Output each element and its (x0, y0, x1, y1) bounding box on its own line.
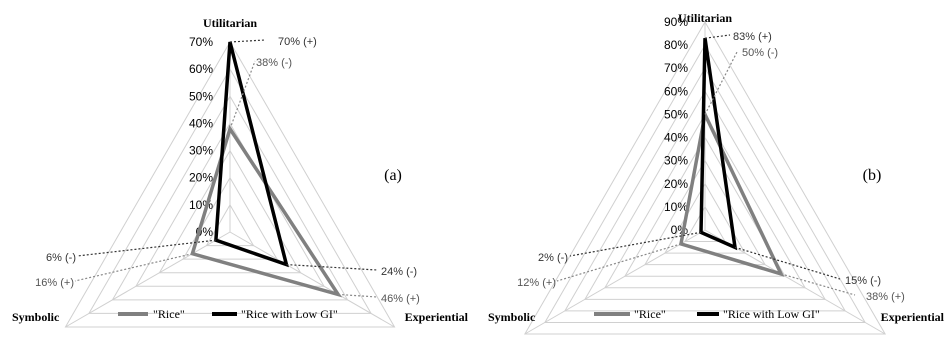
grid-ring (64, 41, 396, 328)
tick-label: 50% (664, 107, 688, 121)
axis-label-utilitarian: Utilitarian (678, 11, 732, 25)
grid-ring (158, 149, 302, 274)
axis-label-experiential: Experiential (881, 310, 945, 324)
tick-label: 40% (189, 116, 213, 130)
tick-label: 30% (664, 154, 688, 168)
legend-label-rice: "Rice" (634, 307, 666, 321)
data-annotation: 38% (-) (256, 57, 292, 69)
grid-ring (524, 21, 886, 335)
axis-spoke (229, 231, 395, 328)
grid-ring (182, 176, 278, 260)
series-rice-low-gi-polygon (699, 37, 738, 251)
axis-spoke (524, 229, 706, 335)
data-annotation: 50% (-) (742, 47, 778, 59)
data-annotation: 24% (-) (381, 266, 417, 278)
data-annotation: 2% (-) (538, 252, 568, 264)
axis-label-utilitarian: Utilitarian (203, 16, 257, 30)
series-rice-polygon (190, 124, 343, 298)
annotation-leader (704, 34, 731, 39)
grid-ring (584, 90, 826, 300)
tick-label: 50% (189, 89, 213, 103)
tick-label: 40% (664, 131, 688, 145)
legend-label-rice: "Rice" (153, 307, 185, 321)
annotation-leader (780, 273, 856, 296)
tick-label: 70% (664, 61, 688, 75)
legend-label-rice-low-gi: "Rice with Low GI" (723, 307, 820, 321)
grid-ring (604, 113, 806, 289)
tick-label: 90% (664, 15, 688, 29)
data-annotation: 38% (+) (866, 291, 905, 303)
tick-label: 60% (189, 62, 213, 76)
radar-panel-1: 0%10%20%30%40%50%60%70%UtilitarianExperi… (12, 16, 469, 328)
tick-label: 70% (189, 35, 213, 49)
data-annotation: 16% (+) (35, 277, 74, 289)
axis-label-experiential: Experiential (405, 310, 469, 324)
grid-ring (684, 205, 726, 243)
series-rice-polygon (678, 108, 785, 277)
grid-ring (111, 95, 349, 301)
annotation-leader (76, 239, 216, 257)
grid-ring (644, 159, 766, 266)
radar-panel-2: 0%10%20%30%40%50%60%70%80%90%Utilitarian… (488, 11, 945, 335)
grid-ring (564, 67, 846, 312)
data-annotation: 15% (-) (845, 275, 881, 287)
annotation-leader (74, 253, 193, 282)
grid-ring (624, 136, 786, 277)
axis-label-symbolic: Symbolic (12, 310, 60, 324)
axis-spoke (65, 231, 231, 328)
panel-label: (b) (863, 167, 882, 184)
annotation-leader (229, 60, 256, 130)
tick-label: 20% (189, 171, 213, 185)
data-annotation: 83% (+) (733, 31, 772, 43)
axis-label-symbolic: Symbolic (488, 310, 536, 324)
tick-label: 60% (664, 84, 688, 98)
tick-label: 10% (664, 200, 688, 214)
data-annotation: 46% (+) (381, 293, 420, 305)
annotation-leader (229, 39, 266, 43)
annotation-leader (338, 293, 378, 298)
data-annotation: 12% (+) (517, 277, 556, 289)
legend-label-rice-low-gi: "Rice with Low GI" (241, 307, 338, 321)
grid-ring (135, 122, 325, 287)
grid-ring (544, 44, 866, 323)
annotation-leader (556, 243, 682, 282)
data-annotation: 6% (-) (46, 252, 76, 264)
data-annotation: 70% (+) (278, 36, 317, 48)
annotation-leader (286, 263, 378, 271)
tick-label: 80% (664, 38, 688, 52)
panel-label: (a) (384, 167, 402, 184)
series-rice-low-gi-polygon (214, 41, 289, 268)
tick-label: 30% (189, 144, 213, 158)
tick-label: 20% (664, 177, 688, 191)
